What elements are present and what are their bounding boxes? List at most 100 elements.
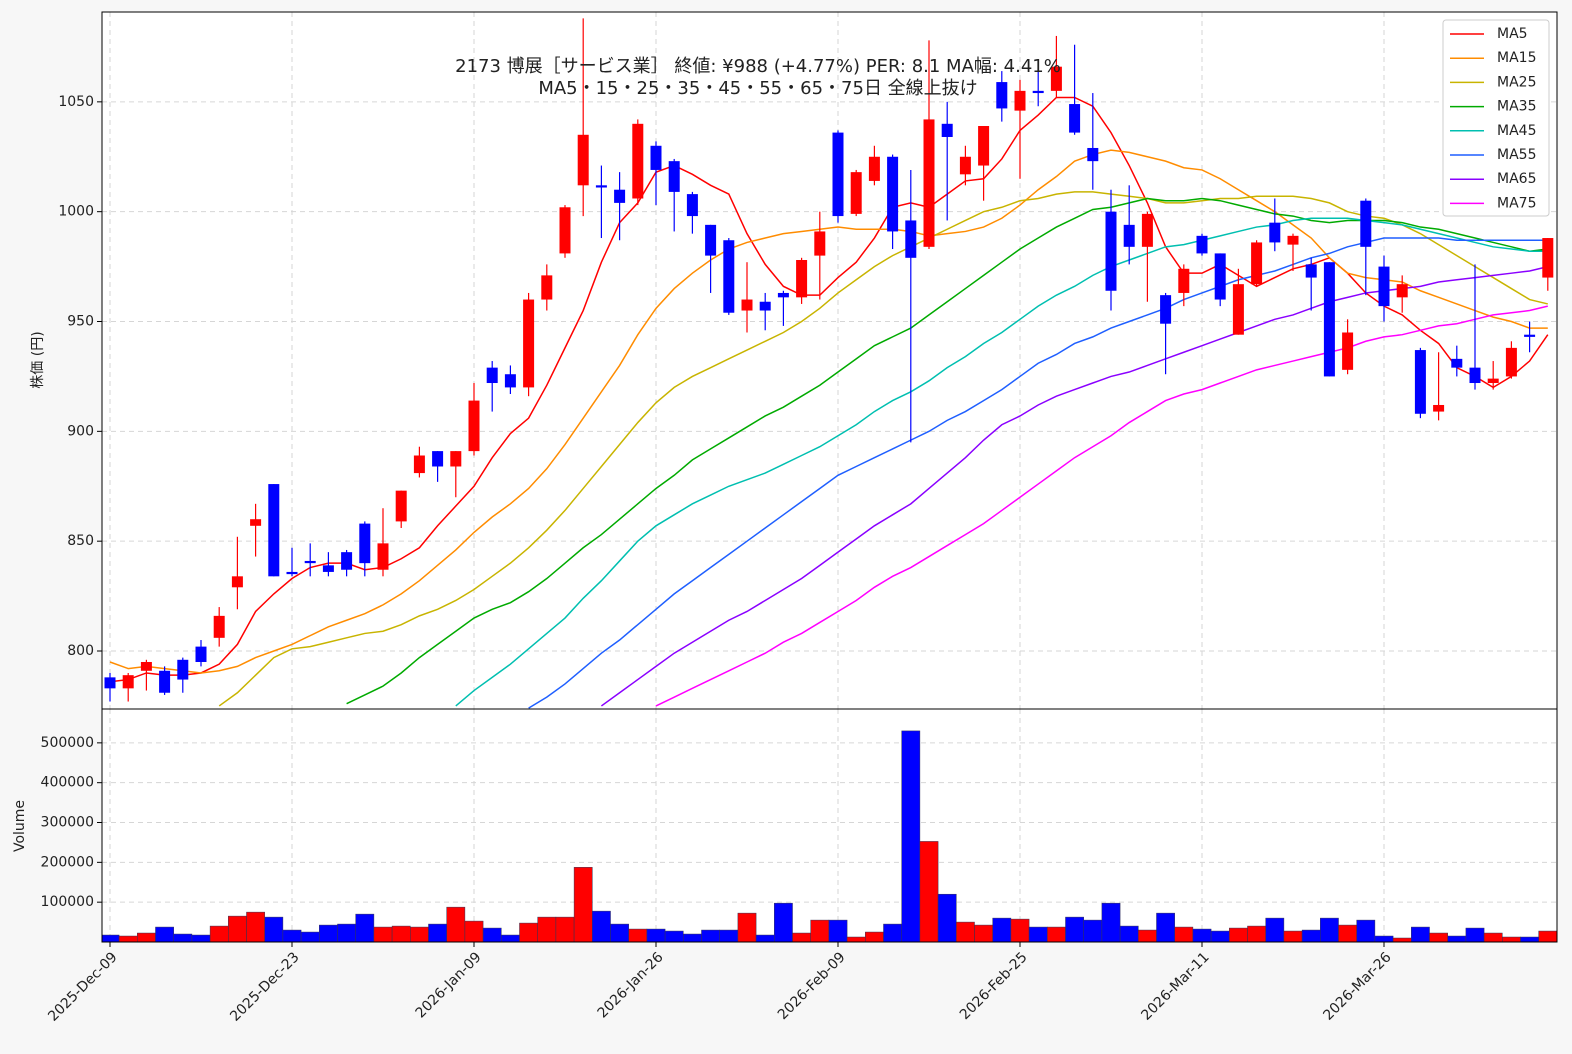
volume-bar	[102, 934, 120, 942]
candle-body	[1160, 295, 1172, 324]
candle-body	[1342, 332, 1354, 370]
legend-label: MA35	[1497, 99, 1536, 115]
candle-body	[1214, 253, 1226, 300]
candle-body	[1433, 404, 1445, 412]
volume-bar	[1411, 926, 1430, 942]
candle-body	[468, 400, 480, 452]
candle-body	[1287, 235, 1299, 245]
candle-body	[1196, 235, 1208, 254]
x-tick-label: 2026-Jan-09	[413, 949, 485, 1021]
candle-body	[887, 156, 899, 232]
candle-body	[959, 156, 971, 175]
y-tick-label: 850	[67, 533, 94, 549]
price-marks	[104, 18, 1554, 709]
candle-body	[413, 455, 425, 474]
candle-body	[1469, 367, 1481, 384]
candle-body	[978, 126, 990, 166]
x-tick-label: 2025-Dec-09	[45, 949, 120, 1024]
candle-body	[1123, 224, 1135, 247]
candle-body	[195, 646, 207, 662]
volume-bar	[755, 934, 775, 942]
legend-box	[1442, 19, 1550, 217]
y-tick-label: 200000	[41, 854, 94, 870]
candle-body	[614, 189, 626, 203]
y-tick-label: 300000	[41, 815, 94, 831]
volume-bar	[1138, 929, 1157, 942]
candle-body	[923, 119, 935, 247]
volume-bar	[1502, 936, 1521, 942]
ma-line	[528, 237, 1548, 709]
candle-body	[104, 677, 116, 689]
candle-body	[1378, 266, 1390, 307]
volume-bar	[155, 926, 174, 942]
candle-body	[1050, 66, 1062, 91]
volume-bar	[1465, 927, 1485, 942]
candle-body	[796, 260, 808, 298]
candle-body	[177, 659, 189, 680]
volume-bar	[646, 928, 666, 942]
volume-bar	[901, 730, 921, 942]
volume-bar	[1392, 937, 1412, 942]
x-tick-label: 2026-Feb-25	[957, 949, 1031, 1023]
volume-bar	[956, 921, 975, 942]
candle-body	[1505, 347, 1517, 377]
candle-body	[1414, 350, 1426, 414]
candle-body	[850, 172, 862, 214]
candle-body	[486, 367, 498, 384]
volume-bar	[719, 929, 739, 942]
candle-body	[523, 299, 535, 388]
volume-frame	[101, 708, 1558, 943]
candle-body	[1487, 378, 1499, 384]
volume-bar	[282, 929, 302, 942]
candle-body	[1032, 90, 1044, 94]
legend-label: MA55	[1497, 147, 1536, 163]
candle-body	[668, 161, 680, 192]
volume-bar	[428, 923, 447, 942]
volume-bar	[1101, 902, 1121, 942]
x-tick-label: 2026-Jan-26	[595, 949, 667, 1021]
candle-body	[213, 615, 225, 638]
y-tick-label: 800	[67, 643, 94, 659]
y-tick-label: 1000	[58, 204, 94, 220]
volume-bar	[1065, 916, 1084, 942]
candle-body	[650, 145, 662, 170]
volume-bar	[537, 916, 557, 942]
candle-body	[759, 301, 771, 311]
candle-body	[432, 451, 444, 467]
volume-bar	[846, 936, 866, 942]
candle-body	[868, 156, 880, 181]
candle-body	[1396, 284, 1408, 298]
price-plot-area	[102, 12, 1557, 709]
legend-label: MA5	[1497, 26, 1528, 42]
candle-body	[1269, 222, 1281, 243]
candle-body	[1178, 268, 1190, 293]
volume-bar	[264, 916, 284, 942]
volume-bar	[137, 932, 156, 942]
volume-bar	[919, 841, 939, 942]
volume-bar	[1520, 936, 1539, 942]
volume-bar	[1083, 919, 1103, 942]
volume-bar	[118, 935, 138, 942]
volume-bar	[974, 924, 993, 942]
volume-bar	[1229, 927, 1248, 942]
candle-body	[1014, 90, 1026, 111]
candle-body	[632, 123, 644, 199]
candle-body	[250, 519, 262, 526]
volume-bar	[228, 915, 247, 942]
volume-bar	[1247, 925, 1266, 942]
volume-bar	[1301, 929, 1321, 942]
y-tick-label: 100000	[41, 894, 94, 910]
volume-bar	[1174, 926, 1194, 942]
volume-bar	[1265, 917, 1285, 942]
volume-bar	[1028, 926, 1048, 942]
candle-body	[268, 484, 280, 577]
volume-bar	[1338, 924, 1357, 942]
volume-bar	[337, 923, 356, 942]
volume-bar	[774, 902, 793, 942]
volume-bar	[191, 934, 211, 942]
ma-line	[109, 149, 1548, 674]
volume-bar	[209, 925, 229, 942]
volume-grid	[102, 709, 1557, 942]
volume-bar	[246, 911, 265, 942]
